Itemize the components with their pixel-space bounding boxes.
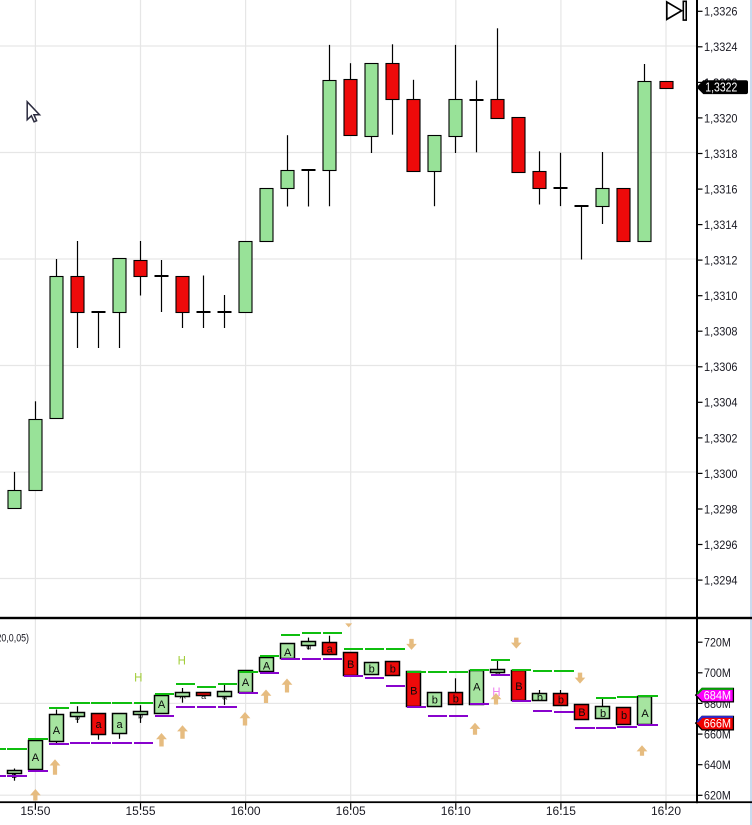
svg-text:620M: 620M bbox=[704, 789, 731, 803]
svg-text:660M: 660M bbox=[704, 728, 731, 742]
svg-text:16:15: 16:15 bbox=[546, 804, 576, 818]
svg-text:B: B bbox=[410, 686, 417, 698]
svg-text:1,3326: 1,3326 bbox=[704, 5, 738, 19]
svg-text:b: b bbox=[369, 663, 375, 675]
svg-text:A: A bbox=[32, 752, 40, 764]
svg-text:1,3310: 1,3310 bbox=[704, 289, 738, 303]
svg-text:1,3300: 1,3300 bbox=[704, 467, 738, 481]
svg-text:b: b bbox=[453, 694, 459, 706]
svg-text:720M: 720M bbox=[704, 636, 731, 650]
svg-text:1,3322: 1,3322 bbox=[705, 80, 737, 94]
svg-text:16:05: 16:05 bbox=[336, 804, 366, 818]
svg-text:b: b bbox=[537, 692, 543, 704]
svg-text:A: A bbox=[473, 682, 481, 694]
svg-text:684M: 684M bbox=[704, 689, 732, 703]
svg-text:b: b bbox=[621, 710, 627, 722]
svg-text:20,0,05): 20,0,05) bbox=[0, 632, 29, 644]
svg-text:1,3298: 1,3298 bbox=[704, 502, 738, 516]
svg-text:H: H bbox=[178, 656, 186, 668]
svg-text:b: b bbox=[390, 663, 396, 675]
svg-text:1,3314: 1,3314 bbox=[704, 218, 738, 232]
svg-text:16:00: 16:00 bbox=[231, 804, 261, 818]
svg-text:1,3316: 1,3316 bbox=[704, 183, 738, 197]
svg-text:B: B bbox=[347, 659, 354, 671]
svg-text:1,3320: 1,3320 bbox=[704, 111, 738, 125]
svg-text:1,3312: 1,3312 bbox=[704, 254, 738, 268]
svg-text:A: A bbox=[641, 708, 649, 720]
svg-text:a: a bbox=[95, 719, 102, 731]
svg-text:b: b bbox=[600, 708, 606, 720]
svg-text:A: A bbox=[53, 725, 61, 737]
svg-text:1,3306: 1,3306 bbox=[704, 360, 738, 374]
svg-text:b: b bbox=[558, 695, 564, 707]
svg-text:1,3324: 1,3324 bbox=[704, 40, 738, 54]
svg-text:B: B bbox=[578, 707, 585, 719]
svg-text:B: B bbox=[515, 681, 522, 693]
svg-text:A: A bbox=[158, 699, 166, 711]
svg-text:A: A bbox=[242, 677, 250, 689]
svg-text:A: A bbox=[284, 647, 292, 659]
svg-text:666M: 666M bbox=[704, 717, 732, 731]
svg-text:1,3302: 1,3302 bbox=[704, 431, 738, 445]
svg-text:A: A bbox=[263, 660, 271, 672]
svg-text:1,3304: 1,3304 bbox=[704, 396, 738, 410]
svg-text:1,3318: 1,3318 bbox=[704, 147, 738, 161]
svg-text:1,3296: 1,3296 bbox=[704, 538, 738, 552]
svg-text:a: a bbox=[116, 719, 123, 731]
svg-text:640M: 640M bbox=[704, 758, 731, 772]
svg-text:H: H bbox=[492, 687, 500, 699]
svg-text:700M: 700M bbox=[704, 666, 731, 680]
svg-text:15:55: 15:55 bbox=[125, 804, 155, 818]
svg-text:1,3294: 1,3294 bbox=[704, 574, 738, 588]
svg-text:16:10: 16:10 bbox=[441, 804, 471, 818]
svg-text:15:50: 15:50 bbox=[20, 804, 50, 818]
svg-text:a: a bbox=[327, 643, 334, 655]
svg-text:1,3308: 1,3308 bbox=[704, 325, 738, 339]
svg-text:b: b bbox=[432, 695, 438, 707]
svg-text:H: H bbox=[134, 673, 142, 685]
svg-text:16:20: 16:20 bbox=[651, 804, 681, 818]
